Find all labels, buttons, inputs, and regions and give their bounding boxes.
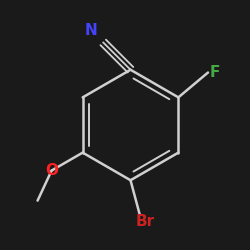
Text: Br: Br: [136, 214, 155, 229]
Text: F: F: [210, 65, 220, 80]
Text: N: N: [85, 23, 98, 38]
Text: O: O: [45, 163, 58, 178]
